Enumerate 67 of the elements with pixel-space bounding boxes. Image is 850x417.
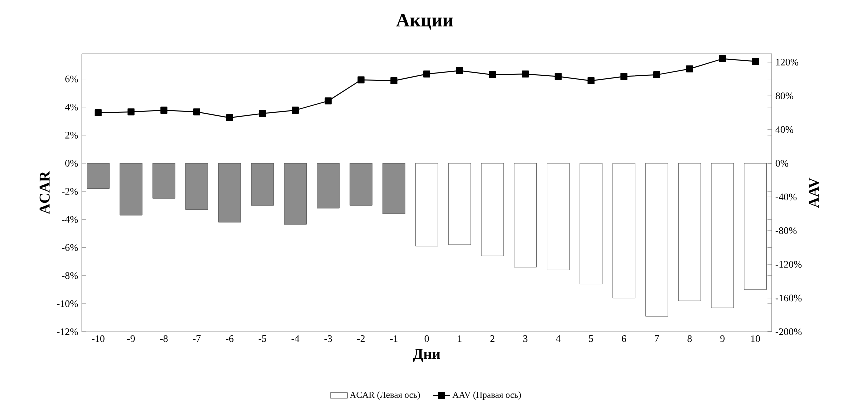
- x-tick-label: 8: [688, 336, 692, 342]
- y-tick-label: -6%: [62, 244, 78, 252]
- point: [554, 73, 562, 80]
- x-tick-label: -7: [193, 336, 201, 342]
- y2-tick-label: -200%: [776, 328, 802, 336]
- y-tick-label: -2%: [62, 188, 78, 195]
- x-tick-label: 0: [424, 336, 430, 342]
- x-tick-label: 1: [458, 336, 462, 342]
- point: [226, 114, 234, 122]
- y-tick-label: -8%: [62, 272, 78, 280]
- point: [128, 108, 135, 116]
- legend-label: ACAR (Левая ось): [350, 392, 420, 400]
- x-tick-label: 7: [655, 336, 660, 342]
- x-tick-label: -1: [390, 336, 398, 342]
- y-tick-label: -4%: [62, 216, 78, 224]
- y2-tick-label: 0%: [776, 160, 789, 167]
- x-tick-label: 9: [720, 336, 725, 342]
- x-tick-label: -8: [160, 336, 168, 342]
- point: [390, 77, 398, 84]
- point: [752, 58, 760, 66]
- y2-tick-label: 40%: [776, 126, 794, 134]
- point: [292, 106, 300, 114]
- point: [94, 109, 102, 116]
- x-tick-label: -5: [258, 336, 266, 342]
- point: [654, 72, 661, 79]
- y2-tick-label: -40%: [776, 194, 797, 201]
- chart-title: Акции: [396, 14, 454, 30]
- point: [719, 56, 726, 63]
- legend-label: AAV (Правая ось): [452, 392, 522, 400]
- x-tick-label: -2: [358, 336, 365, 342]
- x-tick-label: -4: [292, 336, 300, 342]
- x-tick-label: 3: [524, 336, 528, 342]
- y-tick-label: 6%: [66, 76, 78, 83]
- x-tick-label: 10: [751, 336, 760, 342]
- x-tick-label: 4: [556, 336, 561, 342]
- point: [324, 98, 332, 105]
- y-tick-label: 0%: [66, 160, 78, 167]
- x-axis-title: Дни: [413, 349, 440, 362]
- x-tick-label: -6: [226, 336, 234, 342]
- x-tick-label: 5: [589, 336, 594, 342]
- point: [588, 77, 595, 84]
- x-tick-label: 6: [622, 336, 626, 342]
- y2-tick-label: 120%: [776, 59, 799, 66]
- point: [259, 110, 266, 118]
- y-tick-label: 4%: [65, 104, 78, 111]
- point: [194, 108, 200, 116]
- point: [620, 73, 628, 80]
- y2-tick-label: -80%: [776, 228, 797, 234]
- x-tick-label: 2: [490, 336, 495, 342]
- y2-axis-title: AAV: [809, 178, 820, 208]
- point: [522, 70, 530, 78]
- y2-tick-label: -160%: [776, 294, 802, 302]
- point: [456, 67, 464, 74]
- point: [686, 66, 694, 73]
- x-tick-label: -10: [92, 336, 105, 342]
- y-tick-label: -10%: [57, 300, 78, 308]
- y2-tick-label: 80%: [776, 92, 794, 100]
- point: [358, 76, 365, 84]
- point: [424, 70, 431, 78]
- point: [160, 106, 168, 114]
- x-tick-label: -3: [324, 336, 332, 342]
- point: [489, 72, 496, 79]
- y2-tick-label: -120%: [776, 261, 802, 268]
- x-tick-label: -9: [128, 336, 136, 342]
- y-tick-label: 2%: [66, 132, 78, 139]
- y-axis-title: ACAR: [40, 171, 50, 215]
- y-tick-label: -12%: [57, 328, 78, 336]
